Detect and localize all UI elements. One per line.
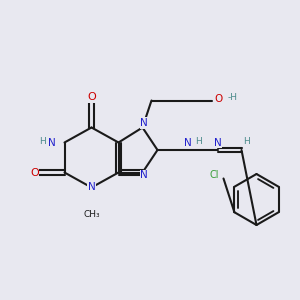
Text: N: N (184, 137, 191, 148)
Text: H: H (195, 136, 201, 146)
Text: N: N (88, 182, 95, 193)
Text: N: N (140, 118, 148, 128)
Text: H: H (243, 136, 249, 146)
Text: N: N (140, 170, 148, 181)
Text: N: N (48, 137, 56, 148)
Text: O: O (87, 92, 96, 103)
Text: -H: -H (228, 93, 238, 102)
Text: N: N (214, 137, 221, 148)
Text: O: O (214, 94, 223, 104)
Text: H: H (39, 136, 46, 146)
Text: CH₃: CH₃ (83, 210, 100, 219)
Text: Cl: Cl (209, 170, 219, 181)
Text: O: O (30, 167, 39, 178)
